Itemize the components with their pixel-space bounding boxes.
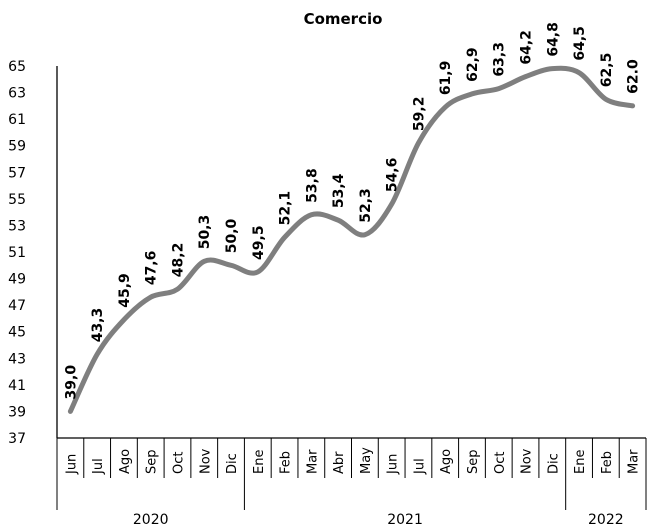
- x-tick-label: Jun: [64, 454, 79, 475]
- y-tick-label: 37: [8, 431, 26, 447]
- data-label: 39,0: [63, 365, 79, 400]
- x-tick-label: Oct: [171, 452, 186, 474]
- x-tick-label: Jun: [386, 454, 401, 475]
- year-label: 2022: [588, 512, 624, 528]
- data-label: 52,1: [278, 191, 294, 226]
- data-label: 64,2: [519, 30, 535, 65]
- chart-title: Comercio: [304, 10, 383, 28]
- year-label: 2021: [387, 512, 423, 528]
- data-label: 50,3: [197, 215, 213, 250]
- data-label: 48,2: [170, 243, 186, 278]
- data-label: 45,9: [117, 273, 133, 308]
- data-label: 47,6: [144, 251, 160, 286]
- data-label: 49,5: [251, 225, 267, 260]
- data-label: 53,4: [331, 173, 347, 208]
- y-tick-label: 51: [8, 245, 26, 261]
- data-label: 62,5: [599, 53, 615, 88]
- x-tick-label: Oct: [493, 452, 508, 474]
- y-tick-label: 53: [8, 218, 26, 234]
- x-tick-label: Nov: [520, 448, 535, 474]
- y-tick-label: 61: [8, 112, 26, 128]
- x-tick-label: Abr: [332, 451, 347, 474]
- year-label: 2020: [133, 512, 169, 528]
- data-label: 62,9: [465, 47, 481, 82]
- x-tick-label: Sep: [145, 449, 160, 474]
- y-tick-label: 65: [8, 59, 26, 75]
- series-layer: [67, 65, 636, 414]
- y-tick-label: 39: [8, 404, 26, 420]
- x-tick-label: Ago: [439, 449, 454, 474]
- x-axis: Jun Jul Ago Sep Oct Nov Dic Ene Feb Mar Abr May Jun J…: [56, 437, 647, 528]
- data-label: 64,5: [572, 26, 588, 61]
- x-tick-label: Feb: [279, 451, 294, 474]
- y-tick-label: 41: [8, 378, 26, 394]
- x-tick-label: Nov: [198, 448, 213, 474]
- x-tick-label: Mar: [627, 449, 642, 474]
- data-label: 62.0: [626, 59, 642, 94]
- x-tick-label: Ago: [118, 449, 133, 474]
- x-tick-label: Ene: [573, 450, 588, 474]
- y-tick-label: 63: [8, 86, 26, 102]
- x-tick-label: Dic: [546, 453, 561, 474]
- data-label: 43,3: [90, 308, 106, 343]
- data-label: 50,0: [224, 218, 240, 253]
- x-tick-label: Sep: [466, 449, 481, 474]
- data-label: 64,8: [545, 22, 561, 57]
- y-tick-label: 49: [8, 272, 26, 288]
- x-tick-label: Jul: [412, 458, 427, 475]
- data-label: 63,3: [492, 42, 508, 77]
- data-label: 53,8: [304, 168, 320, 203]
- y-axis: 37 39 41 43 45 47 49 51 53 55 57 59 61 63 65: [8, 59, 58, 447]
- y-tick-label: 43: [8, 351, 26, 367]
- data-label: 52,3: [358, 188, 374, 223]
- y-tick-label: 59: [8, 139, 26, 155]
- x-tick-label: Ene: [252, 450, 267, 474]
- x-tick-label: Feb: [600, 451, 615, 474]
- y-tick-label: 55: [8, 192, 26, 208]
- y-tick-label: 57: [8, 165, 26, 181]
- data-label: 59,2: [411, 97, 427, 132]
- data-label: 54,6: [385, 158, 401, 193]
- y-tick-label: 45: [8, 325, 26, 341]
- data-label: 61,9: [438, 61, 454, 96]
- y-tick-label: 47: [8, 298, 26, 314]
- x-tick-label: Jul: [91, 458, 106, 475]
- x-tick-label: May: [359, 447, 374, 474]
- data-labels: 39,0 43,3 45,9 47,6 48,2 50,3 50,0 49,5 52,1 53,8…: [63, 22, 641, 399]
- x-tick-label: Mar: [305, 449, 320, 474]
- series-line: [67, 65, 636, 414]
- x-tick-label: Dic: [225, 453, 240, 474]
